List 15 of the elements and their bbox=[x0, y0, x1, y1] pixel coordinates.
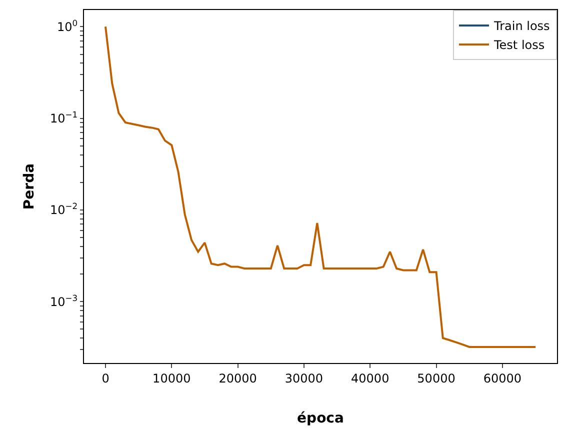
x-axis-title: época bbox=[297, 410, 344, 427]
x-tick-label: 10000 bbox=[152, 371, 191, 386]
y-tick-label: 10$^{−3}$ bbox=[50, 292, 78, 309]
x-tick-label: 60000 bbox=[483, 371, 522, 386]
x-tick-label: 0 bbox=[102, 371, 110, 386]
x-tick-label: 20000 bbox=[218, 371, 257, 386]
x-tick-label: 50000 bbox=[417, 371, 456, 386]
y-tick-label: 10$^{−1}$ bbox=[50, 109, 78, 126]
y-tick-label: 10$^{0}$ bbox=[56, 18, 78, 34]
x-tick-label: 30000 bbox=[284, 371, 324, 386]
y-tick-label: 10$^{−2}$ bbox=[50, 201, 78, 218]
y-axis-title: Perda bbox=[22, 163, 38, 210]
x-tick-label: 40000 bbox=[351, 371, 390, 386]
legend-label: Train loss bbox=[493, 19, 550, 34]
legend-label: Test loss bbox=[493, 38, 545, 52]
